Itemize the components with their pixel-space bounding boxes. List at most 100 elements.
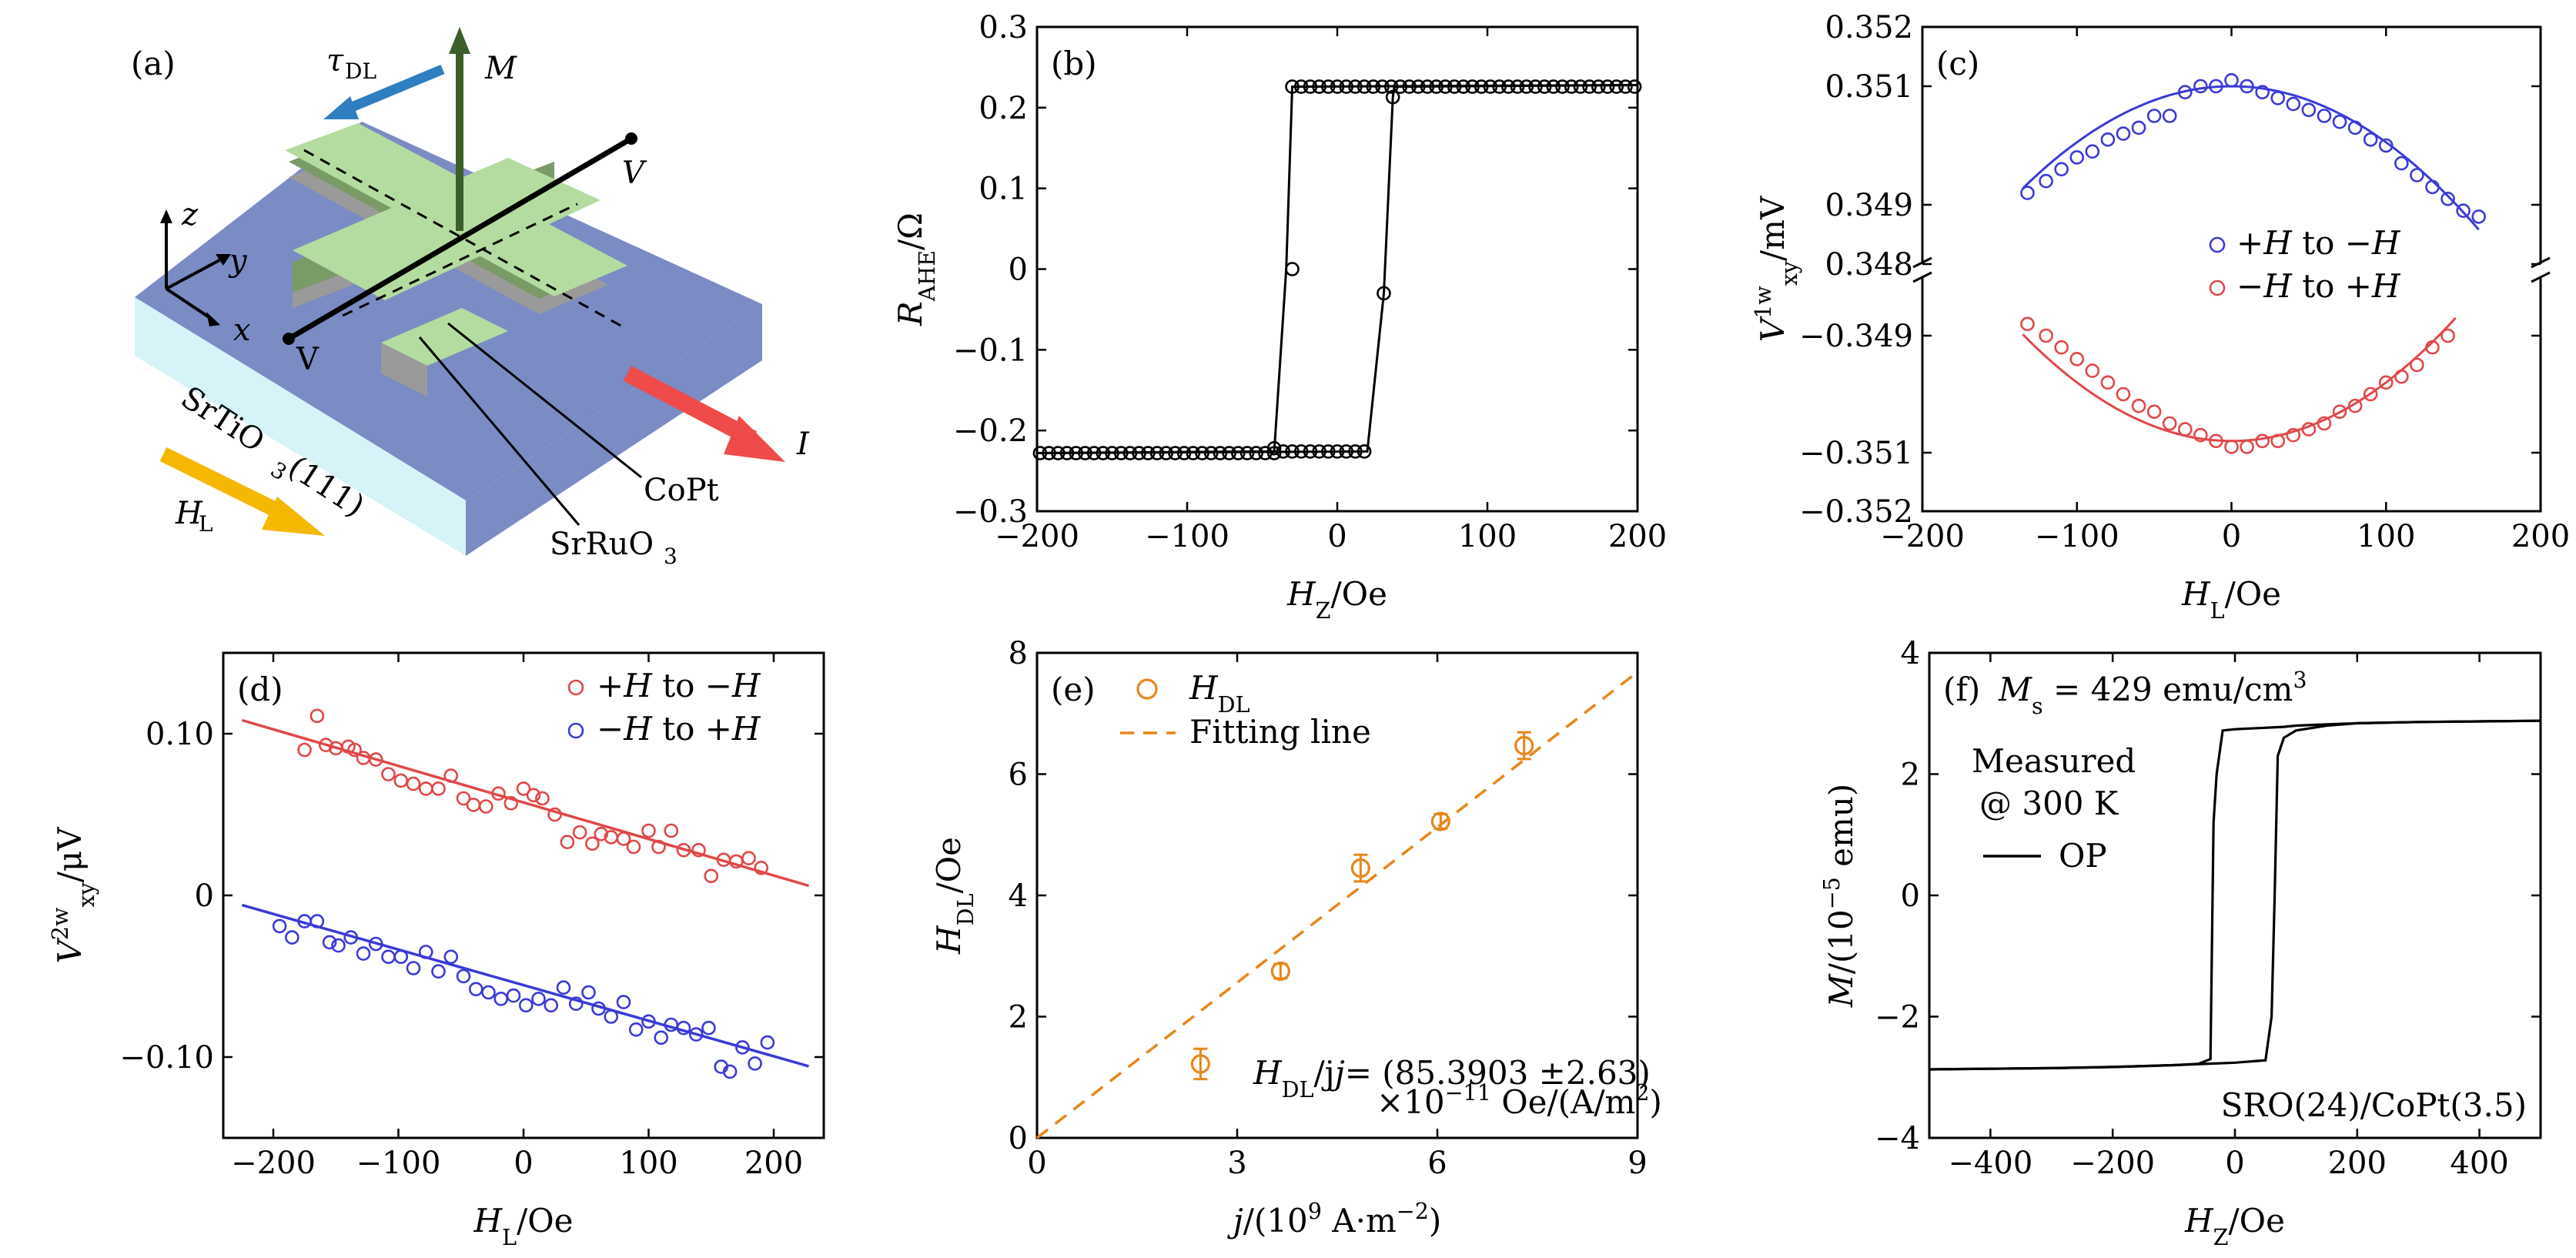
panel-e-xlabel-part: A·m bbox=[1322, 1202, 1397, 1240]
x-axis-label: x bbox=[233, 313, 251, 348]
panel-c-frame-upper bbox=[1921, 25, 2542, 264]
panel-d-marker-1 bbox=[760, 1035, 775, 1050]
panel-b-marker-lower bbox=[1159, 446, 1173, 460]
panel-d-xtick-label: −100 bbox=[356, 1146, 441, 1181]
copt-arm-left bbox=[381, 308, 508, 366]
copt-arm-left-side bbox=[381, 343, 427, 396]
field-label-sub: L bbox=[199, 511, 213, 537]
panel-d-marker-0 bbox=[393, 773, 409, 788]
panel-b-xlabel-part: Z bbox=[1316, 597, 1331, 624]
panel-f-ylabel-part: /(10 bbox=[1822, 909, 1860, 974]
panel-b-marker-upper bbox=[1420, 79, 1435, 94]
panel-e-annotation-line1: HDL/jj= (85.3903 ±2.63) bbox=[1253, 1054, 1651, 1102]
panel-d-ytick-label: 0 bbox=[195, 878, 214, 914]
panel-f-xtick-label: 200 bbox=[2328, 1146, 2387, 1181]
panel-b-marker-upper bbox=[1393, 79, 1408, 94]
panel-d-marker-1 bbox=[343, 930, 359, 945]
panel-e-xlabel-part: /(10 bbox=[1243, 1202, 1308, 1240]
panel-e-annotation-line2-part: ) bbox=[1650, 1083, 1662, 1121]
panel-d-ylabel-part: xy bbox=[73, 882, 99, 907]
voltage-probe-end-bottom bbox=[283, 333, 295, 345]
panel-b-marker-lower bbox=[1069, 446, 1083, 460]
panel-b-marker-transition bbox=[1385, 89, 1400, 105]
dashed-guide-2 bbox=[342, 202, 578, 317]
panel-f-chart: −400 −200 0 200 400 −4 −2 0 2 4 (f) Ms = 429 emu/cm… bbox=[1818, 636, 2542, 1250]
panel-e-xtick-label: 9 bbox=[1628, 1146, 1647, 1181]
panel-d-marker-0 bbox=[406, 776, 421, 791]
panel-d-ylabel-part: V bbox=[51, 937, 89, 963]
panel-d-marker-1 bbox=[309, 914, 325, 928]
panel-d-legend-text-part: H bbox=[731, 710, 761, 748]
panel-f-ytick-label: −2 bbox=[1875, 1000, 1920, 1036]
panel-d-marker-0 bbox=[478, 799, 493, 814]
torque-arrow-head bbox=[323, 96, 359, 119]
panel-b-marker-upper bbox=[1474, 79, 1489, 94]
panel-f-ytick-label: 0 bbox=[1901, 878, 1920, 914]
panel-c-marker-0 bbox=[2363, 132, 2378, 147]
panel-c-marker-0 bbox=[2255, 85, 2270, 99]
panel-e-ytick-label: 4 bbox=[1009, 878, 1028, 914]
panel-e-ytick-label: 2 bbox=[1009, 1000, 1028, 1036]
panel-b-ytick-label: −0.2 bbox=[953, 413, 1028, 449]
panel-d-marker-1 bbox=[722, 1064, 738, 1079]
panel-b-ylabel-part: AHE bbox=[914, 250, 940, 302]
panel-b-xtick-label: −200 bbox=[995, 519, 1079, 554]
panel-e-ytick-label: 6 bbox=[1009, 758, 1028, 793]
panel-e-legend-text: HDL bbox=[1189, 669, 1250, 718]
panel-c-marker-0 bbox=[2317, 109, 2332, 123]
panel-d-marker-0 bbox=[691, 842, 706, 858]
panel-d-marker-1 bbox=[531, 992, 546, 1006]
panel-b-marker-lower bbox=[1339, 444, 1353, 459]
panel-d-marker-1 bbox=[641, 1014, 656, 1029]
panel-c-marker-1 bbox=[2054, 340, 2069, 355]
panel-b-label: (b) bbox=[1051, 45, 1097, 82]
panel-d-marker-1 bbox=[544, 998, 559, 1013]
panel-e-fitting-line bbox=[1035, 671, 1639, 1139]
panel-b-frame bbox=[1035, 25, 1639, 513]
panel-b-marker-upper bbox=[1546, 79, 1561, 94]
panel-c-legend-text: −H to +H bbox=[2236, 267, 2401, 305]
panel-b-marker-upper bbox=[1627, 79, 1642, 94]
panel-c-marker-1 bbox=[2162, 416, 2177, 431]
panel-e-annotation-line2-part: Oe/(A/m bbox=[1491, 1083, 1635, 1121]
panel-c-marker-1 bbox=[2020, 316, 2035, 332]
panel-d-legend-text: +H to −H bbox=[597, 667, 761, 704]
panel-d-marker-0 bbox=[651, 839, 666, 855]
panel-b-marker-upper bbox=[1528, 79, 1543, 94]
panel-c-ylabel-part: xy bbox=[1776, 260, 1802, 286]
panel-e-xlabel-part: j bbox=[1227, 1202, 1243, 1240]
panel-d-marker-1 bbox=[556, 980, 571, 995]
field-label: H bbox=[175, 496, 203, 531]
panel-d-marker-1 bbox=[431, 964, 446, 979]
panel-b-marker-upper bbox=[1447, 79, 1462, 94]
torque-label-sub: DL bbox=[345, 59, 376, 84]
panel-d-marker-1 bbox=[356, 946, 371, 961]
panel-b-marker-lower bbox=[1051, 446, 1066, 460]
panel-c-ylabel: V1wxy/mV bbox=[1750, 196, 1802, 342]
panel-c-marker-0 bbox=[2177, 85, 2193, 99]
panel-c-marker-0 bbox=[2146, 109, 2162, 123]
panel-c-marker-0 bbox=[2394, 156, 2409, 171]
panel-d-legend-text-part: to − bbox=[652, 667, 732, 704]
panel-b-marker-upper bbox=[1600, 79, 1615, 94]
panel-d-marker-1 bbox=[322, 935, 337, 950]
panel-d-marker-1 bbox=[393, 949, 409, 965]
panel-d-marker-0 bbox=[704, 868, 719, 884]
panel-f-sample-label: SRO(24)/CoPt(3.5) bbox=[2221, 1086, 2527, 1124]
panel-f-xtick-label: 400 bbox=[2450, 1146, 2508, 1181]
panel-c-marker-1 bbox=[2255, 433, 2270, 449]
panel-c-marker-1 bbox=[2363, 386, 2378, 402]
panel-c-legend-text-part: − bbox=[2236, 267, 2263, 305]
panel-f-branch-up bbox=[1929, 719, 2541, 1071]
panel-c-legend-text-part: H bbox=[2371, 224, 2401, 262]
panel-b-marker-upper bbox=[1438, 79, 1453, 94]
panel-c-upper-ytick-label: 0.352 bbox=[1825, 10, 1913, 45]
panel-c-marker-1 bbox=[2378, 375, 2394, 390]
panel-d-marker-0 bbox=[594, 826, 609, 841]
panel-c-legend-text-part: H bbox=[2263, 267, 2293, 305]
panel-c-legend-marker bbox=[2209, 279, 2226, 296]
panel-c-marker-1 bbox=[2301, 422, 2317, 437]
panel-b-marker-lower bbox=[1141, 446, 1156, 460]
copt-bar-2 bbox=[293, 158, 601, 300]
panel-c-marker-1 bbox=[2425, 340, 2440, 355]
